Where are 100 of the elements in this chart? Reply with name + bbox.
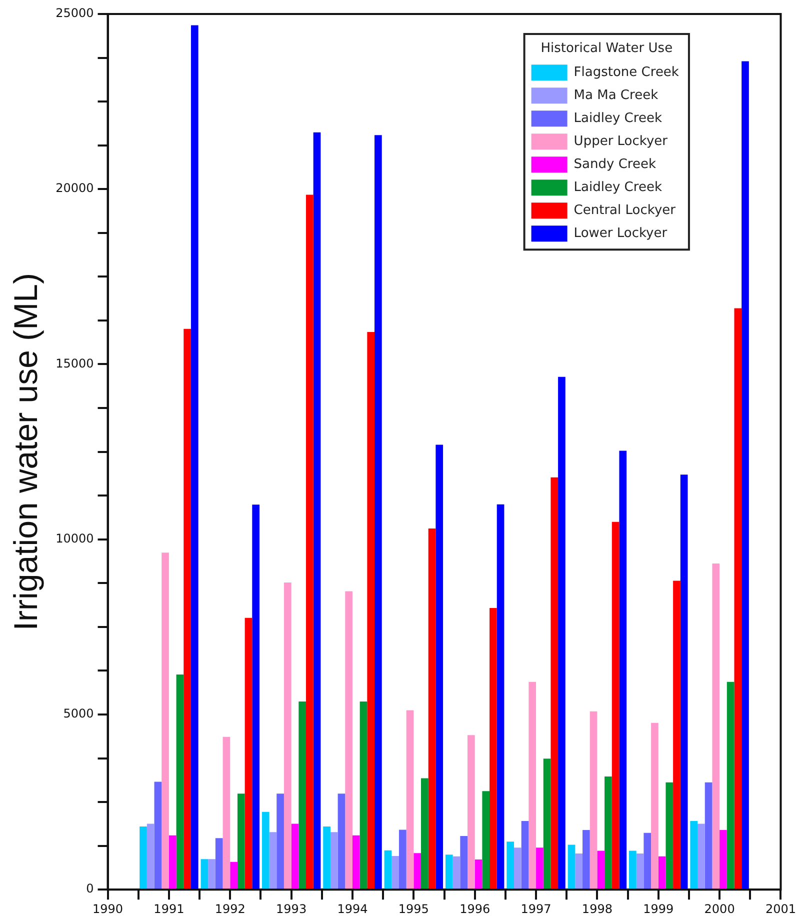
bar xyxy=(666,782,674,890)
legend-label: Ma Ma Creek xyxy=(574,88,659,103)
bar xyxy=(536,848,544,890)
bar xyxy=(720,830,727,890)
bar xyxy=(496,504,504,890)
x-tick-label: 1993 xyxy=(276,902,307,916)
bar xyxy=(712,564,720,890)
bar xyxy=(215,838,223,890)
bar xyxy=(414,853,422,890)
bar xyxy=(698,824,705,890)
bar xyxy=(190,25,198,890)
bar xyxy=(208,859,216,890)
x-tick-label: 1992 xyxy=(214,902,246,916)
legend-title: Historical Water Use xyxy=(540,40,673,56)
x-tick-label: 1996 xyxy=(460,902,490,916)
bar xyxy=(323,826,330,890)
x-tick-label: 1991 xyxy=(154,902,184,916)
bar xyxy=(506,842,514,890)
bar xyxy=(276,794,284,890)
bar xyxy=(176,674,184,890)
bar xyxy=(306,194,314,890)
x-tick-label: 1994 xyxy=(337,902,368,916)
bar xyxy=(421,778,428,890)
bar xyxy=(360,702,368,890)
bar xyxy=(734,308,742,890)
bar xyxy=(330,832,338,890)
bar xyxy=(468,735,475,890)
bar xyxy=(582,830,590,890)
bar xyxy=(154,782,162,890)
bar xyxy=(406,710,414,890)
bar xyxy=(521,820,529,890)
bar xyxy=(604,776,612,890)
legend-label: Central Lockyer xyxy=(574,202,676,218)
bar xyxy=(291,824,299,890)
bar xyxy=(514,848,522,890)
y-tick-label: 20000 xyxy=(56,181,94,196)
bar xyxy=(482,791,490,890)
bar xyxy=(558,376,566,890)
y-tick-label: 10000 xyxy=(56,531,94,546)
bar xyxy=(673,580,680,890)
bar xyxy=(184,328,191,890)
x-tick-label: 2000 xyxy=(704,902,735,916)
bar xyxy=(244,618,252,890)
bar xyxy=(222,736,230,890)
bar xyxy=(445,854,453,890)
legend-label: Lower Lockyer xyxy=(574,226,668,241)
legend-label: Upper Lockyer xyxy=(574,134,668,149)
legend-label: Sandy Creek xyxy=(574,156,656,172)
bar xyxy=(636,854,644,890)
bar xyxy=(575,854,583,890)
bar xyxy=(568,844,576,890)
y-tick-label: 25000 xyxy=(56,6,94,20)
x-tick-label: 1997 xyxy=(520,902,552,916)
bar xyxy=(474,859,482,890)
y-tick-label: 15000 xyxy=(56,356,94,370)
bar xyxy=(140,826,147,890)
bar xyxy=(428,528,436,890)
bar xyxy=(612,522,620,890)
x-tick-label: 2001 xyxy=(765,902,796,916)
bar xyxy=(680,474,688,890)
bar xyxy=(374,135,382,890)
y-tick-label: 0 xyxy=(86,882,94,896)
x-tick-label: 1995 xyxy=(398,902,429,916)
bar xyxy=(298,702,306,890)
legend-label: Flagstone Creek xyxy=(574,64,680,80)
bar xyxy=(237,794,245,890)
bar xyxy=(629,850,636,890)
bar xyxy=(590,711,598,890)
bar xyxy=(658,856,666,890)
bar xyxy=(597,850,605,890)
bar xyxy=(269,832,277,890)
bar xyxy=(168,835,176,890)
bar xyxy=(651,722,658,890)
bar xyxy=(543,758,551,890)
bar xyxy=(367,332,375,890)
bar xyxy=(384,850,392,890)
y-tick-label: 5000 xyxy=(63,706,94,721)
bar xyxy=(230,862,238,890)
bar xyxy=(162,552,169,890)
bar xyxy=(452,856,460,890)
x-tick-label: 1999 xyxy=(643,902,674,916)
bar xyxy=(262,812,270,890)
bar xyxy=(392,856,399,890)
bar xyxy=(345,591,352,890)
x-tick-label: 1990 xyxy=(92,902,124,916)
bar xyxy=(490,608,497,890)
y-axis-title: Irrigation water use (ML) xyxy=(6,272,44,631)
bar xyxy=(644,832,652,890)
bar xyxy=(338,794,346,890)
bar xyxy=(528,682,536,890)
bar xyxy=(398,830,406,890)
legend-label: Laidley Creek xyxy=(574,110,662,126)
bar xyxy=(252,504,260,890)
bar xyxy=(352,835,360,890)
bar xyxy=(460,836,468,890)
bar xyxy=(313,132,321,890)
bar xyxy=(146,824,154,890)
bar xyxy=(690,820,698,890)
bar xyxy=(284,582,292,890)
bar xyxy=(726,682,734,890)
